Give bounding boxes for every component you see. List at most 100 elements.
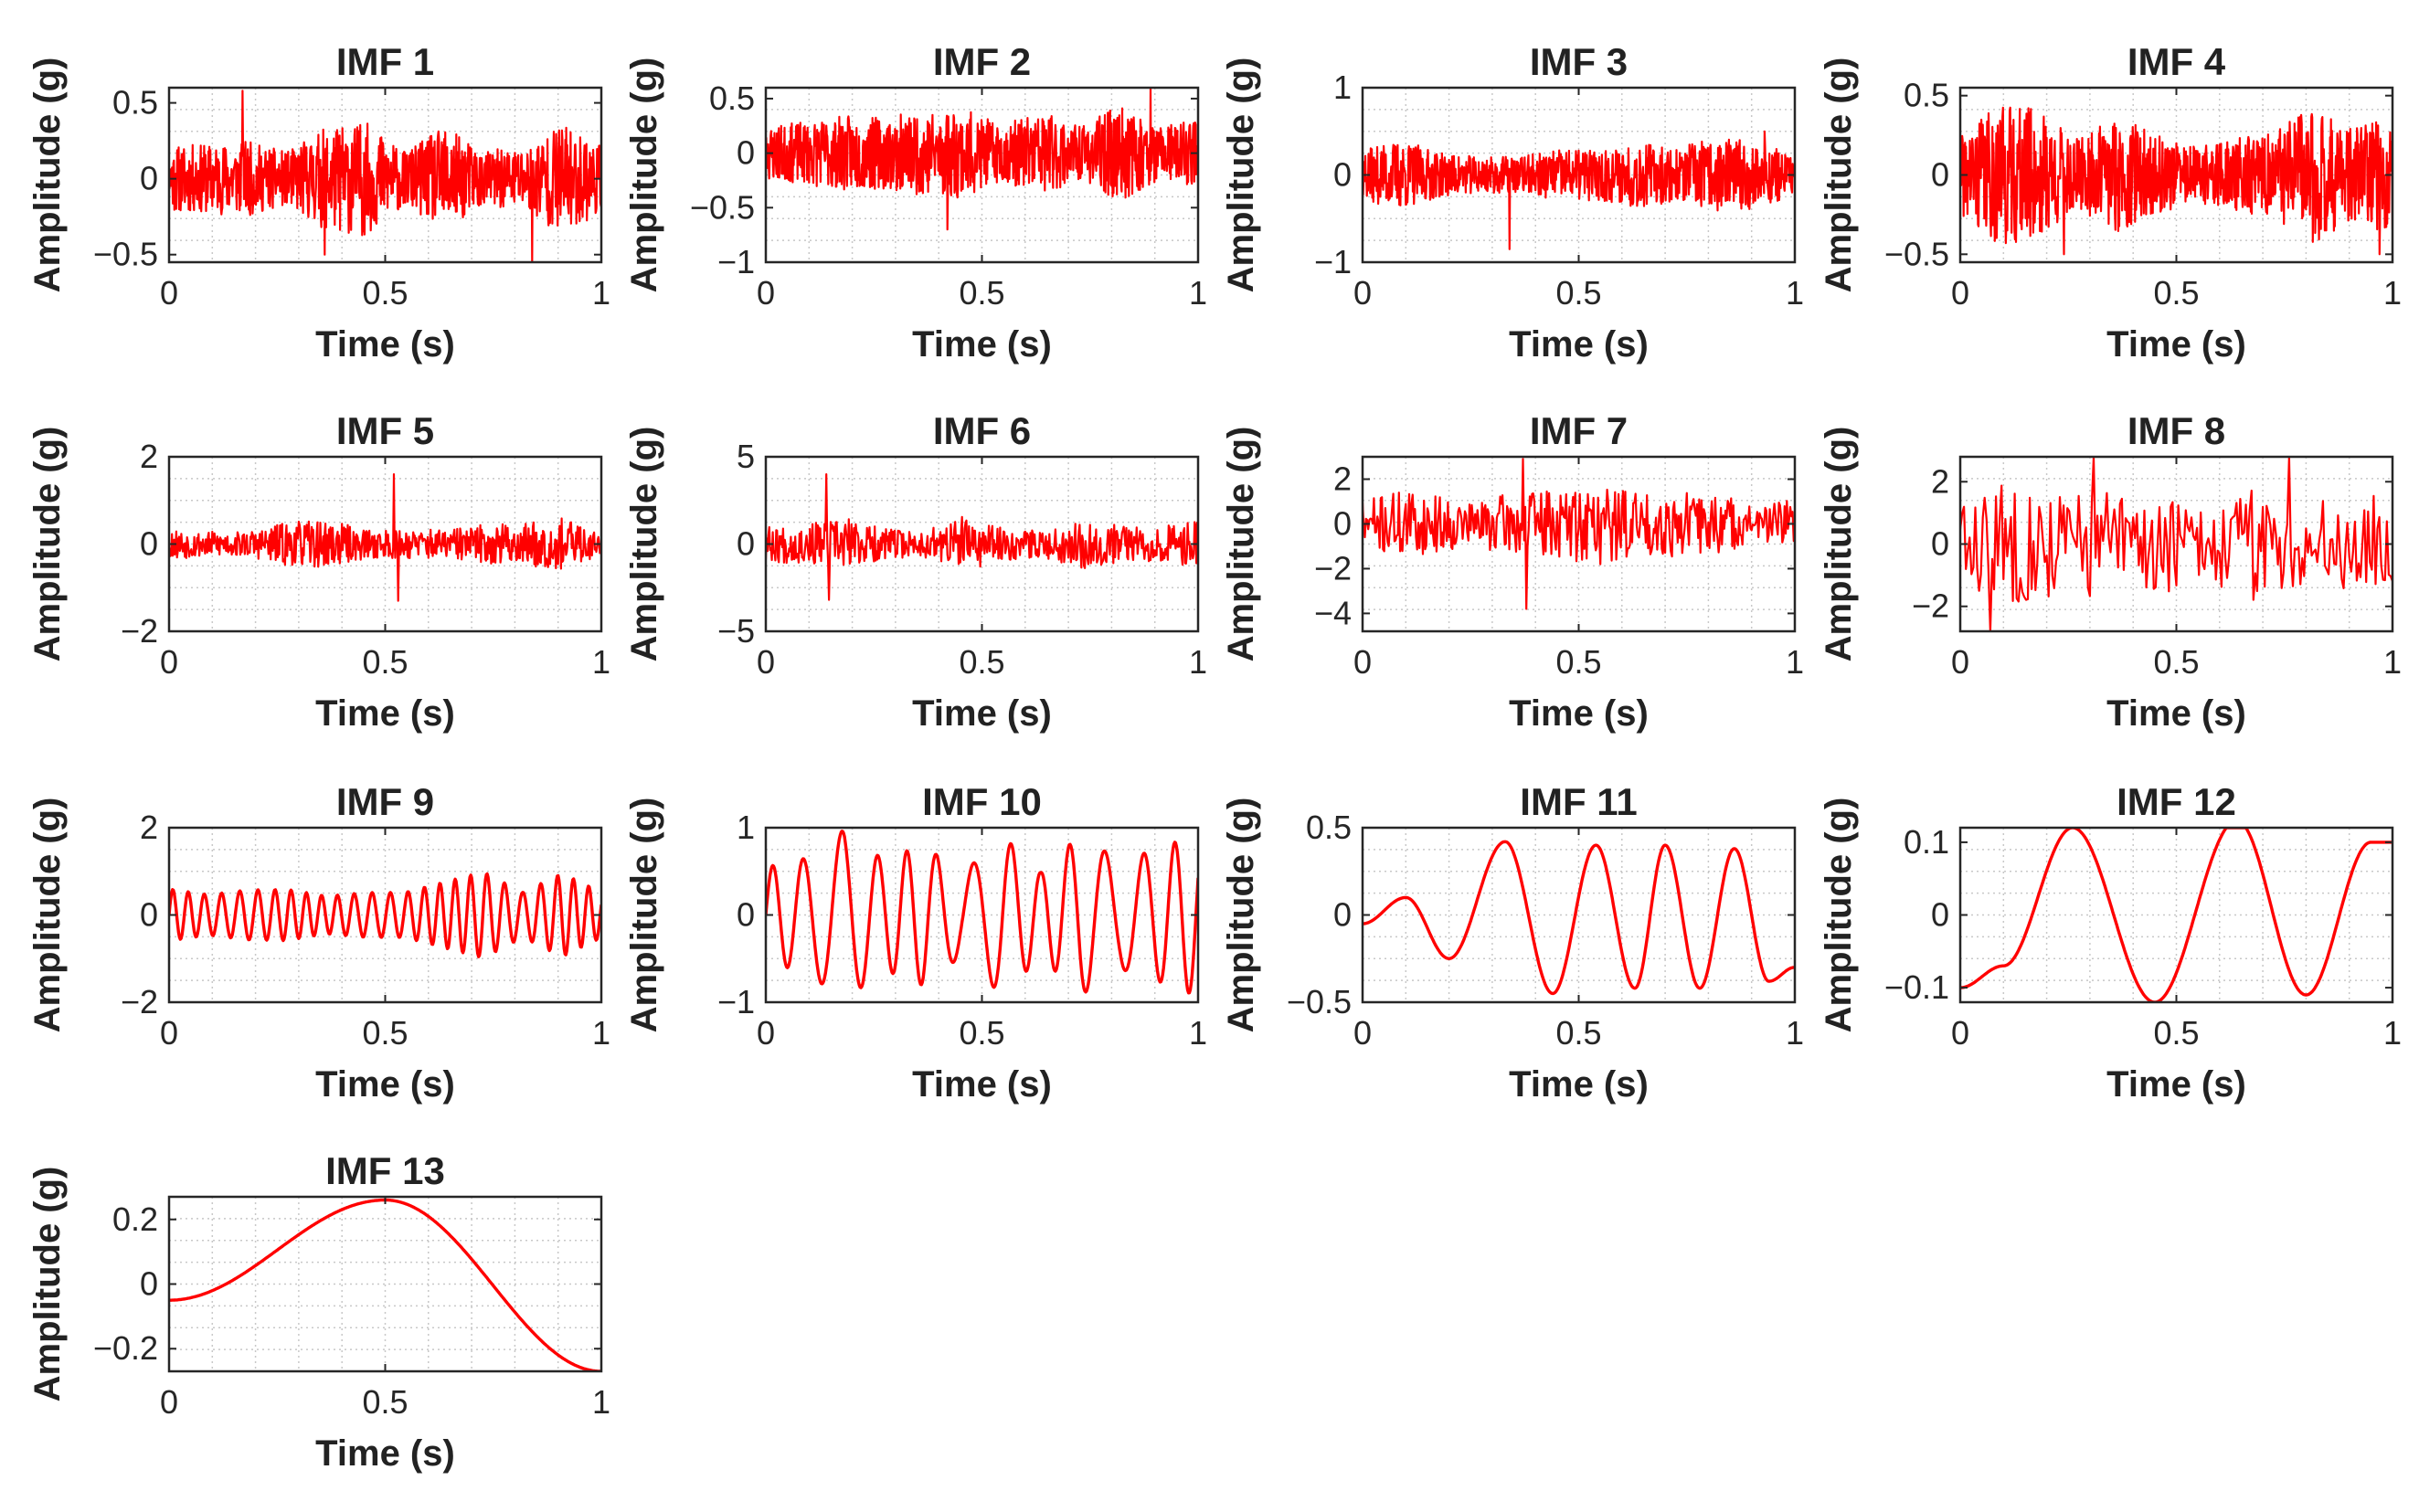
subplot-imf-7: 0 0.5 1 −4 −2 0 2 IMF 7 Time (s) Amplitude (g) bbox=[1221, 409, 1804, 734]
x-tick-label: 0 bbox=[757, 1014, 775, 1052]
subplot-imf-2: 0 0.5 1 −1 −0.5 0 0.5 IMF 2 Time (s) Amplitude (g… bbox=[624, 40, 1207, 365]
y-tick-label: −0.2 bbox=[93, 1329, 158, 1367]
subplot-title: IMF 6 bbox=[933, 409, 1031, 452]
x-axis-label: Time (s) bbox=[315, 1064, 455, 1105]
imf-8-line bbox=[1960, 457, 2392, 631]
x-tick-label: 1 bbox=[1189, 643, 1207, 681]
x-tick-label: 1 bbox=[2383, 274, 2402, 312]
y-tick-label: 0.2 bbox=[112, 1200, 158, 1238]
x-tick-label: 0 bbox=[1951, 1014, 1969, 1052]
subplot-title: IMF 12 bbox=[2117, 780, 2236, 823]
y-axis-label: Amplitude (g) bbox=[624, 58, 664, 293]
y-axis-label: Amplitude (g) bbox=[624, 798, 664, 1033]
y-tick-label: 1 bbox=[737, 809, 755, 846]
x-axis-label: Time (s) bbox=[315, 693, 455, 734]
x-axis-label: Time (s) bbox=[2106, 693, 2246, 734]
x-axis-label: Time (s) bbox=[1509, 324, 1649, 365]
y-axis-label: Amplitude (g) bbox=[27, 58, 68, 293]
subplot-title: IMF 13 bbox=[325, 1149, 445, 1192]
x-tick-label: 0 bbox=[1353, 1014, 1372, 1052]
x-tick-label: 1 bbox=[2383, 643, 2402, 681]
x-axis-label: Time (s) bbox=[315, 324, 455, 365]
y-tick-label: 0.5 bbox=[112, 84, 158, 122]
imf-7-line bbox=[1363, 458, 1795, 610]
y-tick-label: −0.5 bbox=[1287, 983, 1352, 1020]
x-tick-label: 0.5 bbox=[1555, 1014, 1601, 1052]
x-tick-label: 0.5 bbox=[2153, 643, 2199, 681]
y-tick-label: 0 bbox=[1333, 156, 1352, 194]
y-tick-label: 0.5 bbox=[709, 79, 755, 117]
x-tick-label: 0.5 bbox=[2153, 274, 2199, 312]
subplot-title: IMF 1 bbox=[336, 40, 434, 83]
y-tick-label: 0.1 bbox=[1904, 823, 1949, 861]
imf-9-line bbox=[169, 872, 601, 958]
y-tick-label: 0 bbox=[1931, 525, 1949, 563]
x-axis-label: Time (s) bbox=[1509, 1064, 1649, 1105]
y-tick-label: 0 bbox=[1931, 156, 1949, 194]
x-axis-label: Time (s) bbox=[2106, 1064, 2246, 1105]
x-tick-label: 1 bbox=[1786, 274, 1804, 312]
imf-6-line bbox=[766, 473, 1198, 601]
y-tick-label: 0 bbox=[737, 134, 755, 172]
grid bbox=[169, 1197, 601, 1371]
subplot-title: IMF 11 bbox=[1520, 780, 1637, 823]
y-axis-label: Amplitude (g) bbox=[624, 427, 664, 662]
x-axis-label: Time (s) bbox=[912, 693, 1052, 734]
x-tick-label: 0 bbox=[160, 274, 178, 312]
y-tick-label: 0 bbox=[737, 896, 755, 934]
imf-12-line bbox=[1960, 828, 2392, 1002]
x-tick-label: 0 bbox=[1951, 274, 1969, 312]
y-axis-label: Amplitude (g) bbox=[1819, 58, 1859, 293]
x-tick-label: 1 bbox=[1189, 274, 1207, 312]
y-axis-label: Amplitude (g) bbox=[27, 1167, 68, 1402]
grid bbox=[169, 457, 601, 631]
y-tick-label: 2 bbox=[140, 809, 158, 846]
imf-3-line bbox=[1363, 130, 1795, 250]
y-axis-label: Amplitude (g) bbox=[1221, 58, 1261, 293]
y-tick-label: −2 bbox=[1314, 549, 1352, 587]
x-tick-label: 0.5 bbox=[959, 274, 1004, 312]
y-tick-label: −1 bbox=[717, 243, 755, 280]
y-tick-label: 0 bbox=[737, 525, 755, 563]
x-tick-label: 0 bbox=[1353, 274, 1372, 312]
y-tick-label: −0.1 bbox=[1884, 968, 1949, 1006]
y-tick-label: 0.5 bbox=[1306, 809, 1352, 846]
imf-10-line bbox=[766, 830, 1198, 995]
imf-2-line bbox=[766, 88, 1198, 231]
y-axis-label: Amplitude (g) bbox=[1819, 798, 1859, 1033]
y-tick-label: −2 bbox=[121, 612, 158, 650]
x-axis-label: Time (s) bbox=[912, 324, 1052, 365]
x-tick-label: 0 bbox=[160, 643, 178, 681]
y-tick-label: 5 bbox=[737, 438, 755, 475]
y-tick-label: −5 bbox=[717, 612, 755, 650]
x-tick-label: 0 bbox=[1353, 643, 1372, 681]
x-tick-label: 0 bbox=[757, 274, 775, 312]
y-tick-label: 0.5 bbox=[1904, 77, 1949, 114]
x-axis-label: Time (s) bbox=[2106, 324, 2246, 365]
y-axis-label: Amplitude (g) bbox=[1221, 427, 1261, 662]
subplot-title: IMF 2 bbox=[933, 40, 1031, 83]
y-tick-label: 0 bbox=[140, 160, 158, 197]
x-axis-label: Time (s) bbox=[315, 1433, 455, 1474]
x-tick-label: 0 bbox=[160, 1383, 178, 1421]
x-tick-label: 1 bbox=[592, 1383, 610, 1421]
x-tick-label: 1 bbox=[1189, 1014, 1207, 1052]
y-tick-label: −2 bbox=[1912, 587, 1949, 625]
subplot-title: IMF 8 bbox=[2127, 409, 2225, 452]
x-axis-label: Time (s) bbox=[1509, 693, 1649, 734]
y-tick-label: −0.5 bbox=[1884, 235, 1949, 272]
x-tick-label: 0.5 bbox=[1555, 643, 1601, 681]
y-tick-label: −0.5 bbox=[690, 188, 755, 226]
y-axis-label: Amplitude (g) bbox=[27, 798, 68, 1033]
y-axis-label: Amplitude (g) bbox=[1221, 798, 1261, 1033]
imf-5-line bbox=[169, 473, 601, 602]
subplot-title: IMF 9 bbox=[336, 780, 434, 823]
y-tick-label: 2 bbox=[1931, 462, 1949, 500]
